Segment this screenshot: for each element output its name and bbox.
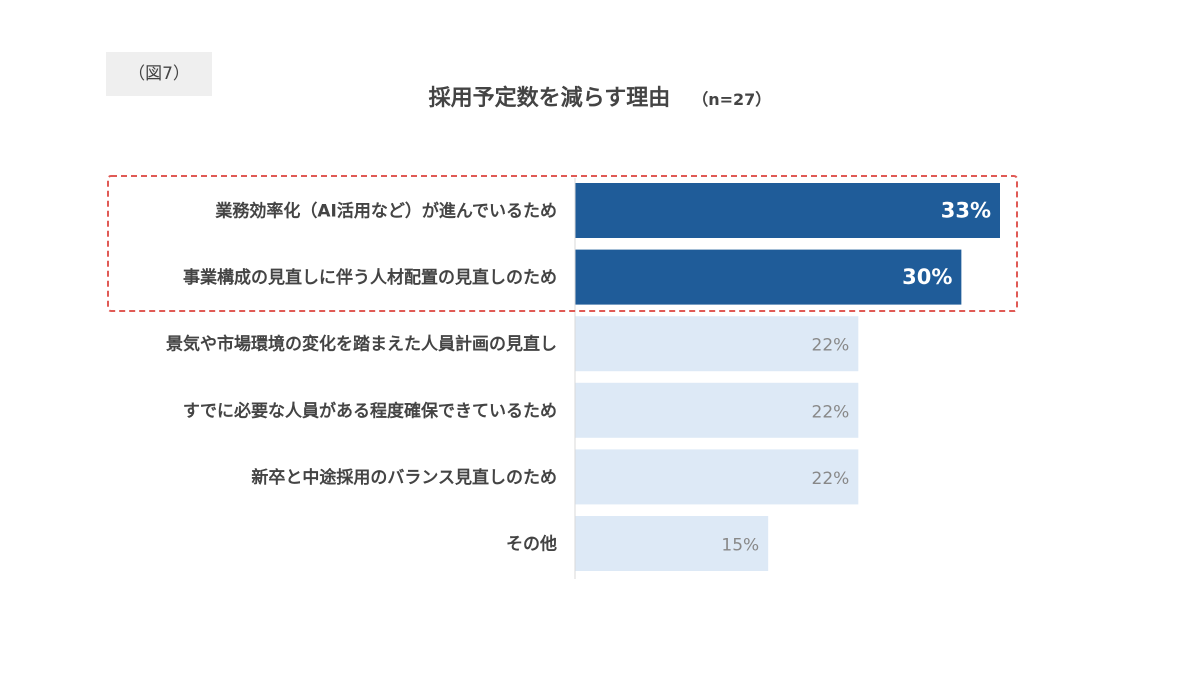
chart-title-block: 採用予定数を減らす理由 （n=27） xyxy=(0,80,1200,112)
category-label-5: 新卒と中途採用のバランス見直しのため xyxy=(251,467,557,488)
bar-5 xyxy=(575,449,859,505)
bar-1 xyxy=(575,183,1000,238)
category-label-6: その他 xyxy=(506,534,557,555)
highlight-box xyxy=(107,175,1018,312)
chart-title: 採用予定数を減らす理由 xyxy=(428,86,671,111)
value-label-2: 30% xyxy=(902,265,952,289)
bar-6 xyxy=(575,516,769,571)
category-label-3: 景気や市場環境の変化を踏まえた人員計画の見直し xyxy=(166,334,557,355)
chart-subtitle: （n=27） xyxy=(692,90,772,109)
value-label-4: 22% xyxy=(812,402,850,422)
value-label-5: 22% xyxy=(812,469,850,489)
value-label-6: 15% xyxy=(721,536,759,556)
category-label-1: 業務効率化（AI活用など）が進んでいるため xyxy=(215,201,557,222)
value-label-3: 22% xyxy=(812,336,850,356)
figure-label: （図7） xyxy=(106,52,212,96)
bar-4 xyxy=(575,382,859,438)
bar-3 xyxy=(575,316,859,372)
category-label-2: 事業構成の見直しに伴う人材配置の見直しのため xyxy=(183,267,557,288)
value-label-1: 33% xyxy=(941,199,991,223)
bar-2 xyxy=(575,249,962,305)
category-label-4: すでに必要な人員がある程度確保できているため xyxy=(183,400,557,421)
